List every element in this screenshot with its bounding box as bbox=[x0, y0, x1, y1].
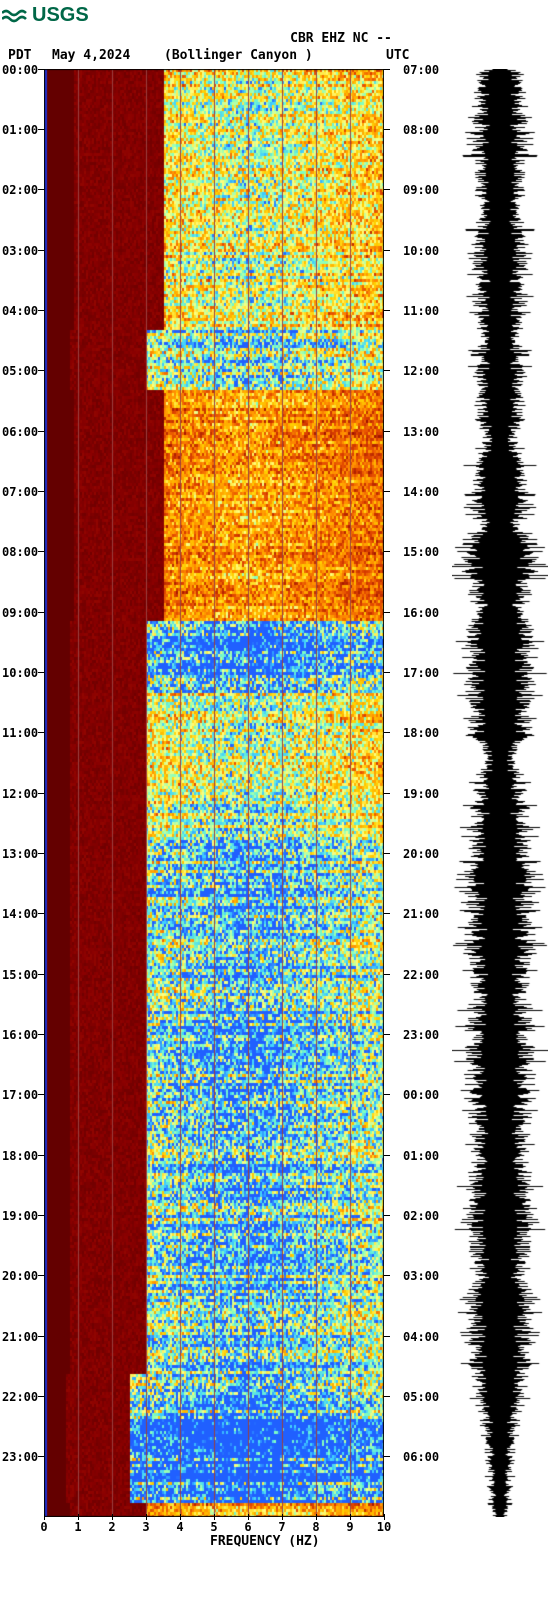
x-tick-label: 0 bbox=[40, 1520, 47, 1534]
left-time-label: 12:00 bbox=[2, 787, 38, 801]
right-time-label: 08:00 bbox=[403, 123, 439, 137]
right-time-label: 13:00 bbox=[403, 425, 439, 439]
wave-icon bbox=[2, 7, 28, 25]
left-time-label: 00:00 bbox=[2, 63, 38, 77]
x-axis-title: FREQUENCY (HZ) bbox=[210, 1534, 320, 1549]
right-time-label: 05:00 bbox=[403, 1390, 439, 1404]
left-time-label: 14:00 bbox=[2, 907, 38, 921]
left-time-label: 06:00 bbox=[2, 425, 38, 439]
left-time-label: 23:00 bbox=[2, 1450, 38, 1464]
x-tick-label: 9 bbox=[346, 1520, 353, 1534]
left-time-label: 17:00 bbox=[2, 1088, 38, 1102]
x-tick-label: 2 bbox=[108, 1520, 115, 1534]
left-time-label: 16:00 bbox=[2, 1028, 38, 1042]
right-time-label: 00:00 bbox=[403, 1088, 439, 1102]
right-time-label: 12:00 bbox=[403, 364, 439, 378]
logo-text: USGS bbox=[32, 4, 89, 27]
left-time-label: 05:00 bbox=[2, 364, 38, 378]
left-time-label: 18:00 bbox=[2, 1149, 38, 1163]
x-tick-label: 7 bbox=[278, 1520, 285, 1534]
right-time-label: 17:00 bbox=[403, 666, 439, 680]
right-time-label: 09:00 bbox=[403, 183, 439, 197]
left-time-label: 10:00 bbox=[2, 666, 38, 680]
x-tick-label: 8 bbox=[312, 1520, 319, 1534]
left-time-label: 03:00 bbox=[2, 244, 38, 258]
location-label: (Bollinger Canyon ) bbox=[142, 48, 364, 65]
left-time-label: 09:00 bbox=[2, 606, 38, 620]
right-time-label: 15:00 bbox=[403, 545, 439, 559]
right-time-label: 04:00 bbox=[403, 1330, 439, 1344]
left-time-label: 11:00 bbox=[2, 726, 38, 740]
left-time-label: 04:00 bbox=[2, 304, 38, 318]
right-time-label: 01:00 bbox=[403, 1149, 439, 1163]
right-time-label: 22:00 bbox=[403, 968, 439, 982]
left-time-label: 02:00 bbox=[2, 183, 38, 197]
right-time-label: 20:00 bbox=[403, 847, 439, 861]
right-time-label: 02:00 bbox=[403, 1209, 439, 1223]
date-label: May 4,2024 bbox=[52, 48, 142, 65]
right-time-label: 06:00 bbox=[403, 1450, 439, 1464]
left-time-label: 19:00 bbox=[2, 1209, 38, 1223]
right-time-label: 03:00 bbox=[403, 1269, 439, 1283]
x-tick-label: 3 bbox=[142, 1520, 149, 1534]
right-time-label: 07:00 bbox=[403, 63, 439, 77]
spectrogram-canvas bbox=[44, 69, 384, 1517]
right-time-label: 18:00 bbox=[403, 726, 439, 740]
x-tick-label: 1 bbox=[74, 1520, 81, 1534]
usgs-logo: USGS bbox=[0, 0, 552, 31]
left-time-label: 07:00 bbox=[2, 485, 38, 499]
right-time-label: 23:00 bbox=[403, 1028, 439, 1042]
right-time-label: 21:00 bbox=[403, 907, 439, 921]
left-time-label: 01:00 bbox=[2, 123, 38, 137]
right-time-label: 14:00 bbox=[403, 485, 439, 499]
waveform-canvas bbox=[452, 69, 548, 1517]
x-tick-label: 6 bbox=[244, 1520, 251, 1534]
left-time-label: 08:00 bbox=[2, 545, 38, 559]
right-time-label: 11:00 bbox=[403, 304, 439, 318]
left-time-label: 13:00 bbox=[2, 847, 38, 861]
x-tick-label: 4 bbox=[176, 1520, 183, 1534]
right-time-label: 10:00 bbox=[403, 244, 439, 258]
left-time-label: 21:00 bbox=[2, 1330, 38, 1344]
left-time-label: 22:00 bbox=[2, 1390, 38, 1404]
x-tick-label: 10 bbox=[377, 1520, 391, 1534]
station-id: CBR EHZ NC -- bbox=[0, 31, 552, 48]
right-time-label: 16:00 bbox=[403, 606, 439, 620]
left-time-label: 15:00 bbox=[2, 968, 38, 982]
right-time-label: 19:00 bbox=[403, 787, 439, 801]
chart-header: CBR EHZ NC -- PDT May 4,2024 (Bollinger … bbox=[0, 31, 552, 65]
x-tick-label: 5 bbox=[210, 1520, 217, 1534]
left-time-label: 20:00 bbox=[2, 1269, 38, 1283]
